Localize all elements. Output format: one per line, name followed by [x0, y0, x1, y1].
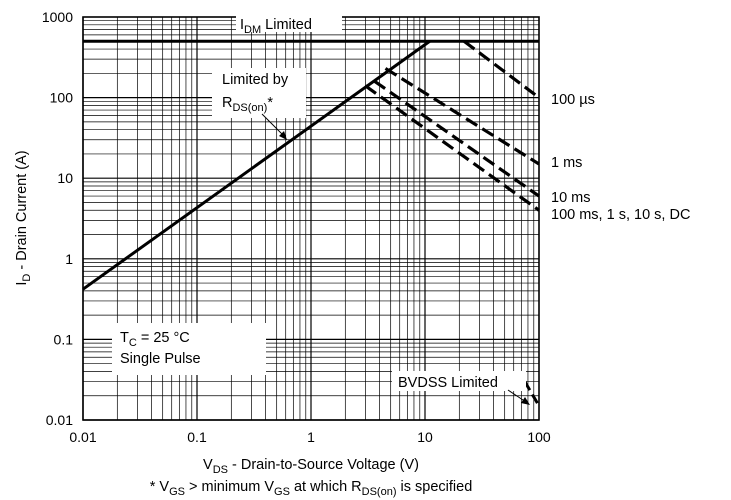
y-tick-labels: 0.01 0.1 1 10 100 1000 — [42, 9, 73, 428]
footnote: * VGS > minimum VGS at which RDS(on) is … — [150, 479, 473, 498]
x-axis-title: VDS - Drain-to-Source Voltage (V) — [203, 457, 419, 476]
y-tick-label: 0.01 — [46, 412, 73, 428]
series-label-10ms: 10 ms — [551, 190, 591, 206]
x-tick-labels: 0.01 0.1 1 10 100 — [69, 429, 551, 445]
series-label-dc: 100 ms, 1 s, 10 s, DC — [551, 207, 690, 223]
rds-limit-line — [82, 40, 431, 291]
conditions-line1: TC = 25 °C — [120, 330, 190, 349]
bvdss-arrow-head — [521, 397, 530, 405]
x-tick-label: 0.01 — [69, 429, 96, 445]
idm-label-bg — [236, 14, 342, 32]
plot-marks — [82, 39, 541, 407]
x-tick-label: 1 — [307, 429, 315, 445]
series-line-dc — [364, 84, 540, 212]
x-tick-label: 100 — [527, 429, 551, 445]
rds-arrow-line — [261, 113, 285, 137]
bvdss-limited-label: BVDSS Limited — [398, 375, 498, 391]
x-tick-label: 10 — [417, 429, 433, 445]
rds-label-bg — [212, 68, 306, 118]
y-axis-title: ID - Drain Current (A) — [14, 150, 33, 285]
x-tick-label: 0.1 — [187, 429, 207, 445]
idm-limited-label: IDM Limited — [240, 17, 312, 36]
rds-arrow-head — [279, 131, 287, 140]
y-tick-label: 10 — [57, 170, 73, 186]
y-tick-label: 100 — [50, 90, 74, 106]
conditions-line2: Single Pulse — [120, 351, 201, 367]
series-line-100us — [463, 39, 540, 99]
series-line-1ms — [384, 67, 540, 166]
bvdss-label-bg — [392, 371, 526, 391]
y-tick-label: 1 — [65, 251, 73, 267]
series-label-1ms: 1 ms — [551, 155, 582, 171]
rds-label-line1: Limited by — [222, 72, 289, 88]
rds-label-line2: RDS(on)* — [222, 95, 273, 114]
conditions-label-bg — [112, 323, 266, 375]
series-label-100us: 100 µs — [551, 92, 595, 108]
y-tick-label: 0.1 — [54, 331, 74, 347]
bvdss-limit-line — [523, 380, 541, 407]
series-line-10ms — [373, 79, 540, 198]
y-tick-label: 1000 — [42, 9, 73, 25]
